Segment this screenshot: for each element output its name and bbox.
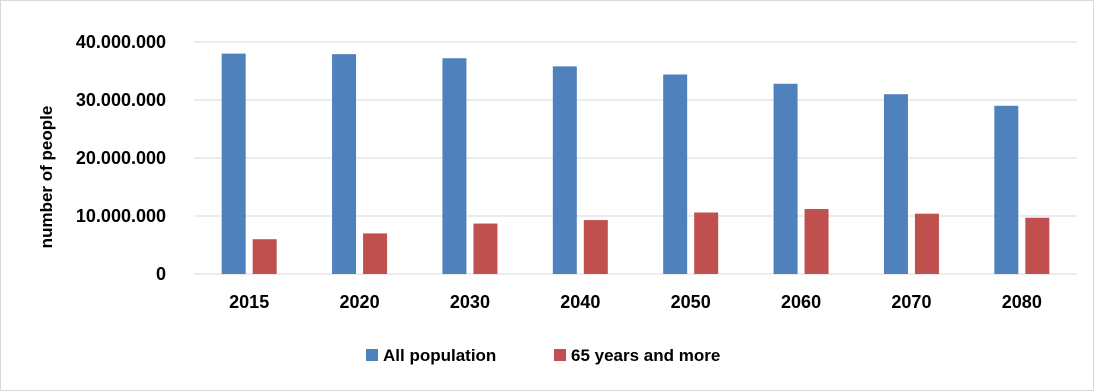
x-tick-label: 2015 xyxy=(229,292,269,312)
bar-all-population-2060 xyxy=(773,83,798,274)
bar-all-population-2080 xyxy=(994,105,1019,274)
bar-all-population-2050 xyxy=(663,74,688,274)
legend-swatch xyxy=(366,349,378,361)
bar-all-population-2015 xyxy=(221,53,246,274)
bar-all-population-2030 xyxy=(442,58,467,274)
x-tick-label: 2050 xyxy=(671,292,711,312)
bar-65-years-and-more-2050 xyxy=(694,212,719,274)
bar-65-years-and-more-2080 xyxy=(1025,217,1050,274)
bar-65-years-and-more-2030 xyxy=(473,223,498,274)
bar-65-years-and-more-2070 xyxy=(914,213,939,274)
bar-65-years-and-more-2020 xyxy=(363,233,388,274)
y-tick-label: 20.000.000 xyxy=(76,148,166,168)
bar-65-years-and-more-2015 xyxy=(252,239,277,274)
x-tick-label: 2070 xyxy=(891,292,931,312)
x-tick-label: 2060 xyxy=(781,292,821,312)
x-tick-label: 2040 xyxy=(560,292,600,312)
y-axis-title: number of people xyxy=(37,106,56,249)
legend-label: All population xyxy=(383,346,496,365)
y-tick-label: 10.000.000 xyxy=(76,206,166,226)
bars xyxy=(221,53,1050,275)
legend: All population 65 years and more xyxy=(366,346,720,365)
bar-65-years-and-more-2060 xyxy=(804,209,829,274)
bar-65-years-and-more-2040 xyxy=(583,220,608,274)
bar-all-population-2040 xyxy=(552,66,577,274)
bar-all-population-2070 xyxy=(883,94,908,274)
bar-all-population-2020 xyxy=(332,54,357,275)
x-tick-label: 2020 xyxy=(340,292,380,312)
y-tick-label: 30.000.000 xyxy=(76,90,166,110)
x-tick-labels: 2015 2020 2030 2040 2050 2060 2070 2080 xyxy=(229,292,1042,312)
legend-swatch xyxy=(554,349,566,361)
y-tick-label: 40.000.000 xyxy=(76,32,166,52)
x-tick-label: 2030 xyxy=(450,292,490,312)
x-tick-label: 2080 xyxy=(1002,292,1042,312)
y-tick-label: 0 xyxy=(156,264,166,284)
gridlines xyxy=(194,41,1077,275)
y-tick-labels: 0 10.000.000 20.000.000 30.000.000 40.000.00… xyxy=(76,32,166,284)
legend-label: 65 years and more xyxy=(571,346,720,365)
